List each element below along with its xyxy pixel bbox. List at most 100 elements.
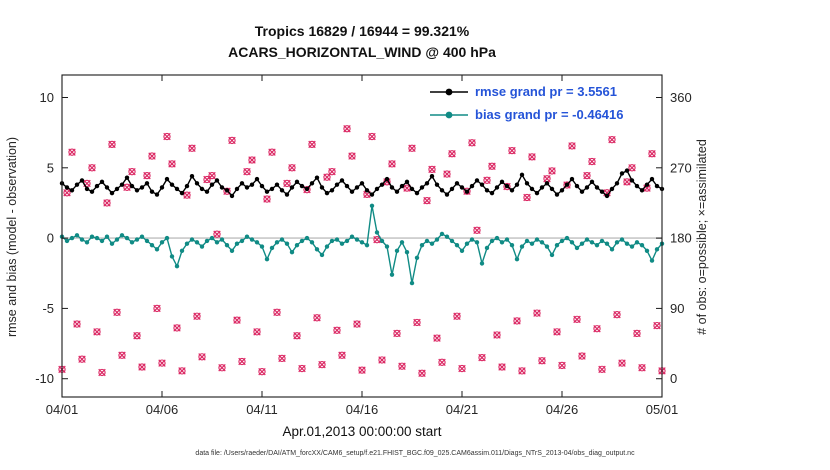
bias-point xyxy=(349,234,355,239)
obs-assimilated-marker xyxy=(128,167,136,176)
x-tick-label: 05/01 xyxy=(646,402,679,417)
bias-point xyxy=(269,245,275,251)
obs-assimilated-marker xyxy=(338,351,346,360)
obs-possible-marker xyxy=(373,236,381,244)
bias-point xyxy=(199,244,205,249)
obs-assimilated-marker xyxy=(298,364,306,373)
y-left-tick-label: 0 xyxy=(47,231,54,246)
bias-point xyxy=(289,249,295,255)
obs-possible-marker xyxy=(78,355,86,363)
obs-possible-marker xyxy=(538,357,546,365)
obs-possible-marker xyxy=(108,140,116,149)
obs-possible-marker xyxy=(453,312,461,320)
obs-possible-marker xyxy=(323,173,331,181)
rmse-point xyxy=(389,185,395,190)
obs-assimilated-marker xyxy=(438,358,446,367)
rmse-point xyxy=(394,189,400,194)
obs-assimilated-marker xyxy=(613,310,621,319)
obs-possible-marker xyxy=(233,316,241,324)
obs-assimilated-marker xyxy=(278,354,286,363)
obs-possible-marker xyxy=(533,309,541,317)
data-file-caption: data file: /Users/raeder/DAI/ATM_forcXX/… xyxy=(195,450,635,457)
obs-assimilated-marker xyxy=(433,334,441,342)
rmse-point xyxy=(379,182,385,187)
rmse-point xyxy=(359,181,365,186)
obs-assimilated-marker xyxy=(93,328,101,336)
bias-point xyxy=(474,240,480,245)
bias-point xyxy=(314,247,320,252)
obs-assimilated-marker xyxy=(63,189,71,197)
bias-point xyxy=(69,235,75,241)
obs-possible-marker xyxy=(593,325,601,333)
bias-point xyxy=(589,240,595,245)
rmse-point xyxy=(644,182,650,187)
obs-possible-marker xyxy=(548,167,556,175)
bias-point xyxy=(629,244,635,249)
obs-assimilated-marker xyxy=(538,357,546,365)
bias-point xyxy=(264,257,270,262)
rmse-point xyxy=(84,186,90,192)
bias-point xyxy=(449,238,455,244)
rmse-point xyxy=(544,181,550,186)
obs-assimilated-marker xyxy=(598,365,606,374)
rmse-point xyxy=(139,185,145,190)
obs-possible-marker xyxy=(568,142,576,150)
bias-point xyxy=(464,241,470,246)
rmse-point xyxy=(159,185,165,190)
obs-possible-marker xyxy=(113,308,121,316)
obs-assimilated-marker xyxy=(78,355,86,363)
obs-possible-marker xyxy=(388,160,396,168)
rmse-point xyxy=(499,179,505,185)
obs-assimilated-marker xyxy=(153,304,161,313)
bias-point xyxy=(109,241,115,246)
obs-possible-marker xyxy=(313,314,321,322)
rmse-point xyxy=(294,179,300,185)
obs-possible-marker xyxy=(483,176,491,184)
rmse-point xyxy=(424,181,430,186)
obs-possible-marker xyxy=(608,136,616,144)
bias-point xyxy=(454,242,460,248)
obs-assimilated-marker xyxy=(568,142,576,150)
obs-possible-marker xyxy=(423,196,431,205)
rmse-point xyxy=(399,183,405,189)
rmse-point xyxy=(164,176,170,182)
bias-point xyxy=(654,247,660,252)
bias-point xyxy=(164,235,170,241)
rmse-point xyxy=(484,188,490,193)
obs-assimilated-marker xyxy=(378,356,386,364)
obs-count-markers xyxy=(58,125,666,377)
bias-point xyxy=(419,242,425,248)
obs-possible-marker xyxy=(123,183,131,191)
obs-possible-marker xyxy=(63,189,71,197)
y-right-tick-label: 180 xyxy=(670,231,692,246)
axes: 04/01 04/06 04/11 04/16 04/21 04/26 05/01 -10 -5… xyxy=(35,74,692,417)
bias-point xyxy=(519,244,525,249)
obs-assimilated-marker xyxy=(158,359,166,367)
rmse-point xyxy=(554,192,560,197)
obs-possible-marker xyxy=(413,318,421,327)
obs-possible-marker xyxy=(458,364,466,373)
rmse-point xyxy=(654,183,660,189)
rmse-point xyxy=(489,190,495,196)
obs-assimilated-marker xyxy=(498,363,506,371)
bias-point xyxy=(394,248,400,253)
bias-point xyxy=(379,238,385,244)
rmse-point xyxy=(419,185,425,190)
y-left-tick-label: 10 xyxy=(40,90,54,105)
rmse-point xyxy=(249,182,255,187)
bias-point xyxy=(569,240,575,245)
bias-point xyxy=(234,241,240,246)
obs-assimilated-marker xyxy=(633,329,641,338)
rmse-point xyxy=(429,174,435,179)
rmse-point xyxy=(464,189,470,194)
rmse-point xyxy=(574,183,580,189)
bias-point xyxy=(514,257,520,262)
rmse-point xyxy=(299,183,305,189)
rmse-point xyxy=(584,185,590,190)
rmse-point xyxy=(469,183,475,189)
rmse-point xyxy=(324,190,330,196)
y-left-tick-label: -10 xyxy=(35,371,54,386)
obs-possible-marker xyxy=(438,358,446,366)
obs-possible-marker xyxy=(393,329,401,338)
